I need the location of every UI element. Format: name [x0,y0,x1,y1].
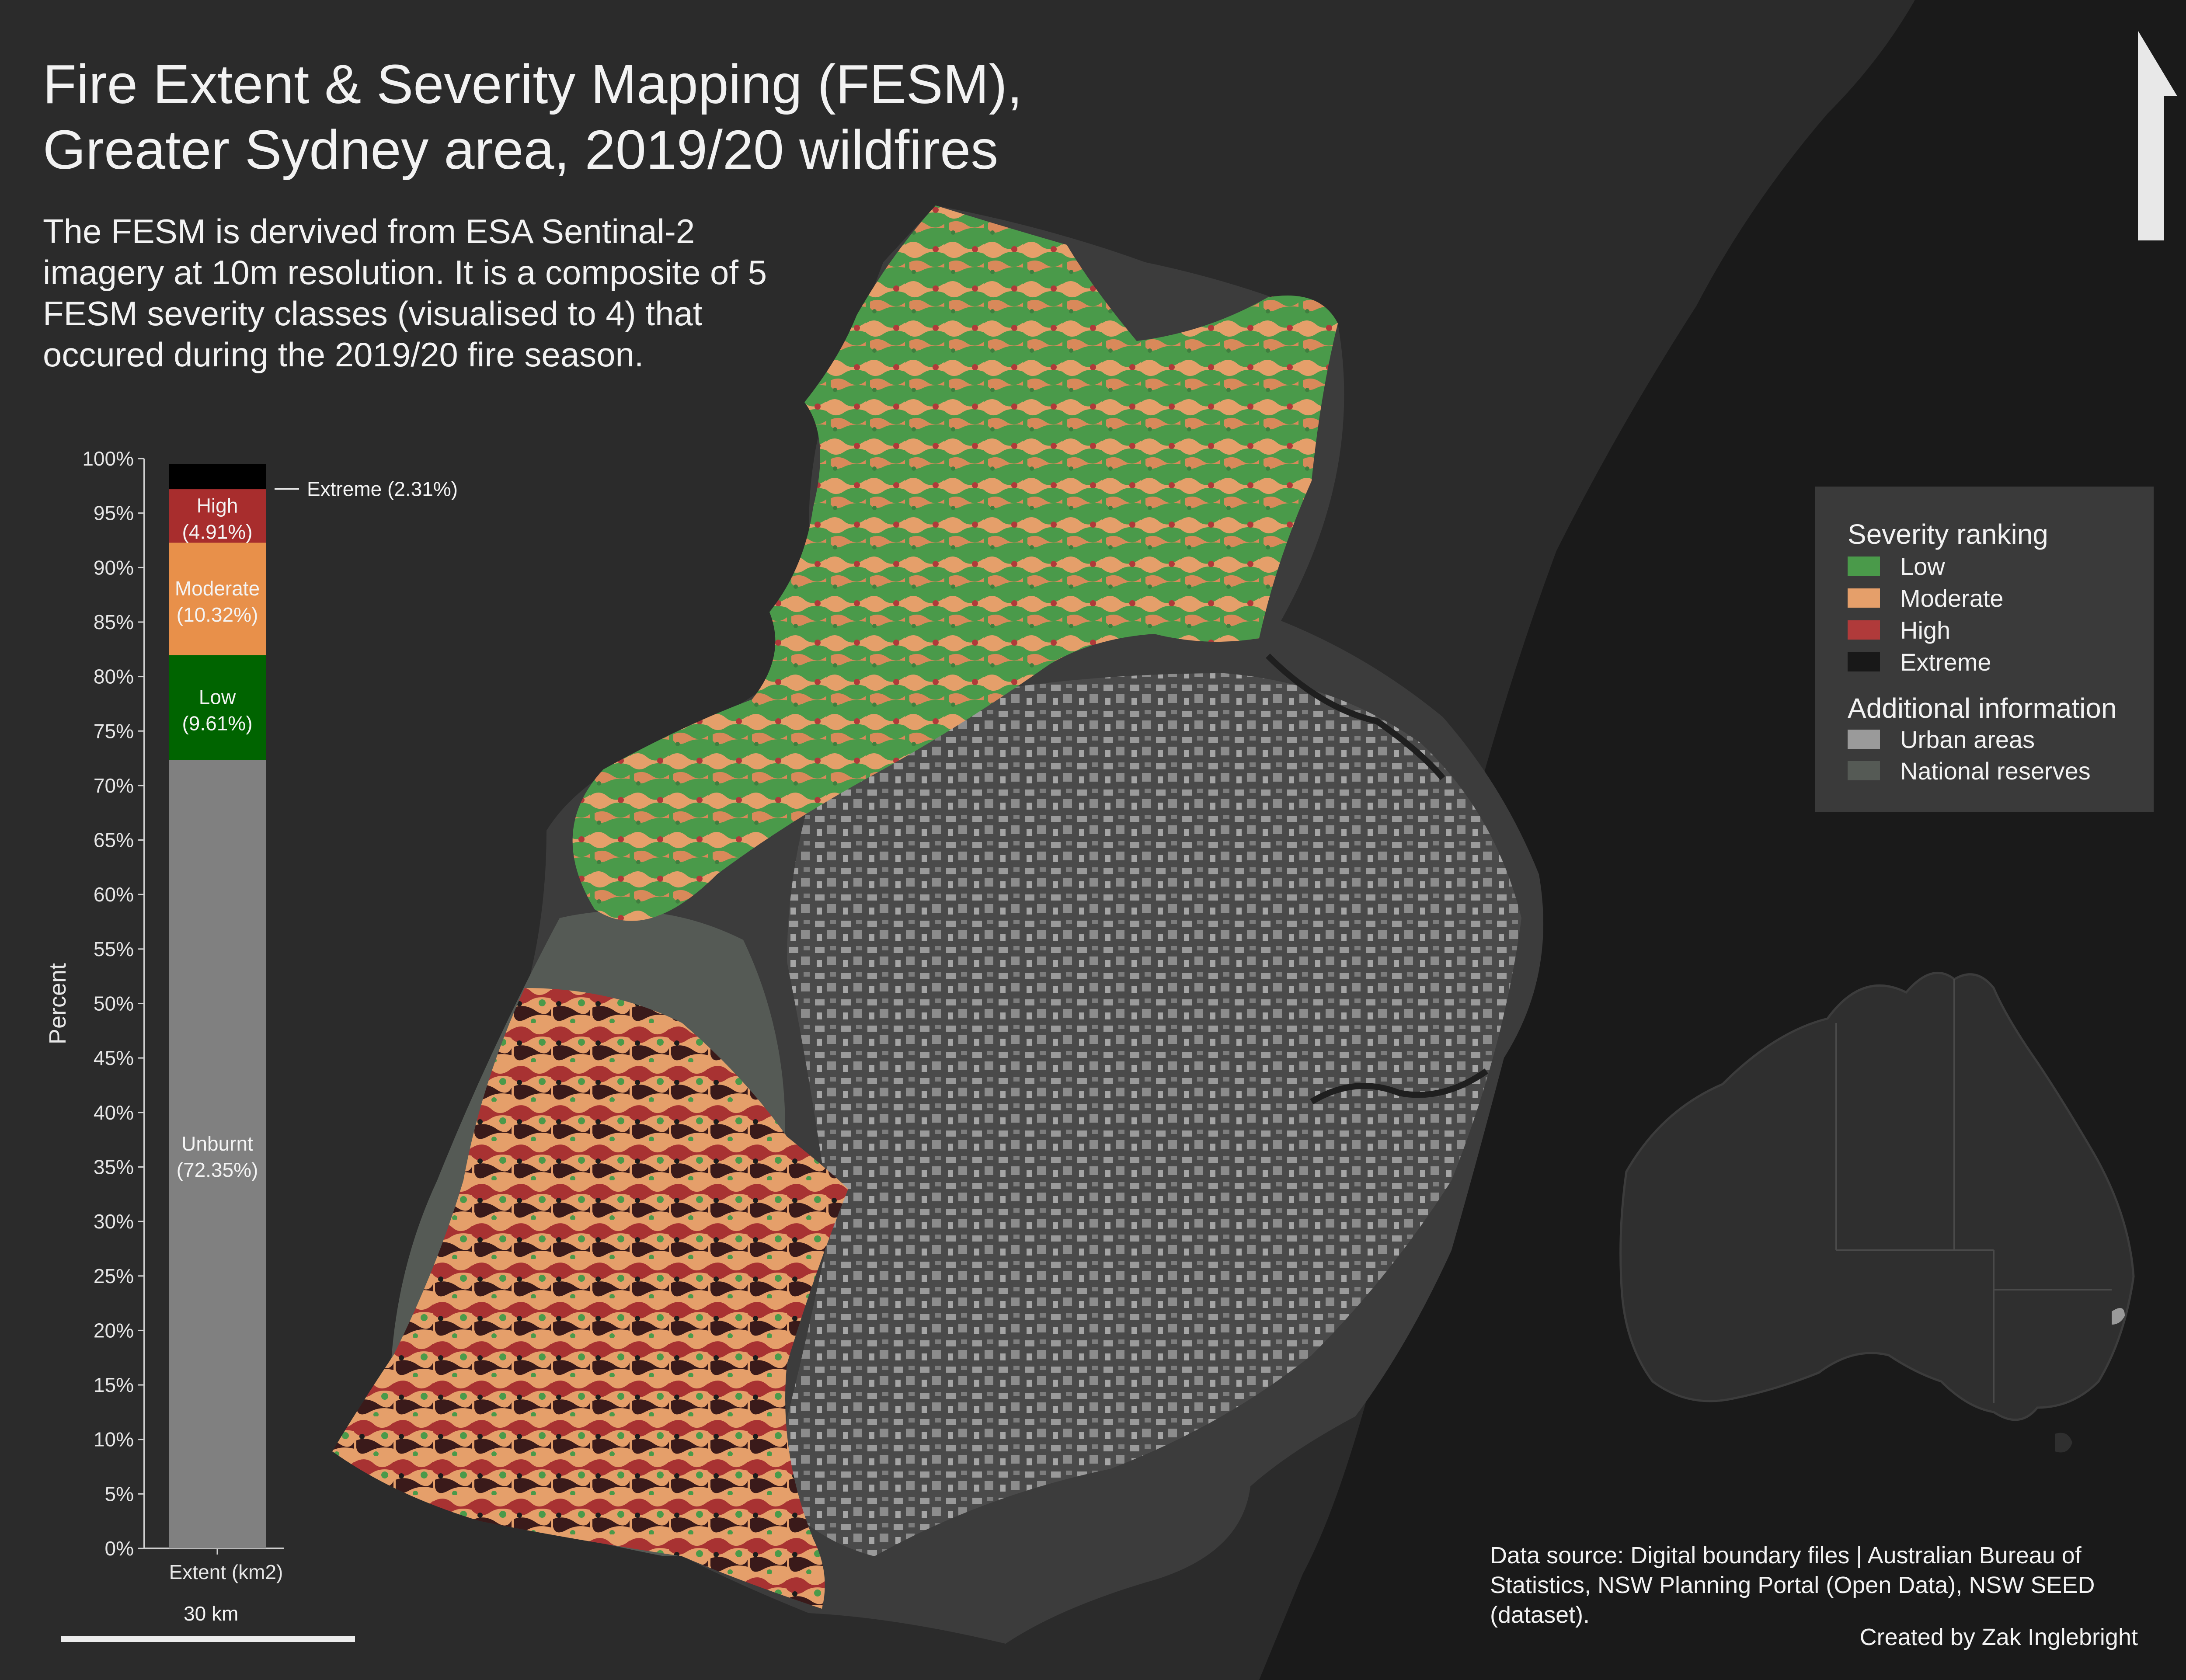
x-category-label: Extent (km2) [169,1561,283,1583]
y-tick-label: 0% [105,1537,134,1560]
y-tick-label: 15% [94,1374,134,1396]
description-line-3: FESM severity classes (visualised to 4) … [43,294,703,333]
legend-item-high: High [1848,616,1951,644]
legend-swatch-extreme [1848,652,1880,671]
bar-label-extreme: Extreme (2.31%) [307,477,458,500]
bar-segment-low [169,655,266,760]
legend-item-moderate: Moderate [1848,584,2004,612]
legend-label-low: Low [1900,552,1945,580]
y-tick-label: 50% [94,992,134,1015]
bar-segment-high [169,489,266,543]
bar-label-low: Low [199,686,236,709]
map-title-line-1: Fire Extent & Severity Mapping (FESM), [43,53,1023,115]
map-title-line-2: Greater Sydney area, 2019/20 wildfires [43,119,999,181]
y-tick-label: 65% [94,829,134,852]
y-axis-title: Percent [45,963,71,1044]
bar-label-high: High [197,494,238,517]
bar-label-unburnt: Unburnt [181,1132,253,1155]
y-tick-label: 55% [94,938,134,960]
y-tick-label: 85% [94,611,134,633]
map-title: Fire Extent & Severity Mapping (FESM), G… [43,52,1023,183]
legend-additional-heading: Additional information [1848,692,2117,724]
scale-bar [61,1636,355,1642]
data-source-note: Data source: Digital boundary files | Au… [1490,1542,2095,1628]
bar-value-label-unburnt: (72.35%) [177,1158,258,1181]
bar-label-moderate: Moderate [175,577,260,600]
y-tick-label: 25% [94,1265,134,1287]
description-line-2: imagery at 10m resolution. It is a compo… [43,253,767,292]
legend-swatch-reserves [1848,761,1880,780]
legend-swatch-moderate [1848,588,1880,608]
y-tick-label: 5% [105,1482,134,1505]
y-tick-label: 60% [94,883,134,906]
author-credit: Created by Zak Inglebright [1859,1624,2138,1650]
map-legend: Severity ranking Low Moderate High Extre… [1815,487,2154,812]
y-tick-label: 100% [82,447,134,470]
legend-swatch-high [1848,620,1880,640]
y-tick-label: 70% [94,774,134,797]
y-tick-label: 45% [94,1047,134,1069]
y-tick-label: 95% [94,502,134,525]
y-tick-label: 35% [94,1155,134,1178]
legend-severity-heading: Severity ranking [1848,518,2048,550]
bar-value-label-low: (9.61%) [182,712,252,735]
bar-segment-unburnt [169,760,266,1548]
bar-value-label-moderate: (10.32%) [177,603,258,626]
y-tick-label: 20% [94,1319,134,1342]
legend-label-moderate: Moderate [1900,584,2004,612]
y-tick-label: 75% [94,720,134,742]
bar-segment-extreme [169,464,266,490]
southern-burn-area [332,988,848,1609]
map-description: The FESM is dervived from ESA Sentinal-2… [43,211,830,375]
legend-swatch-low [1848,557,1880,576]
legend-label-high: High [1900,616,1951,644]
urban-areas [769,673,1521,1556]
northern-burn-area [572,205,1338,921]
description-line-4: occured during the 2019/20 fire season. [43,335,644,374]
north-arrow-icon [2138,31,2177,240]
legend-label-extreme: Extreme [1900,648,1991,676]
australia-inset-map [1619,972,2135,1453]
bar-value-label-high: (4.91%) [182,520,252,543]
legend-item-extreme: Extreme [1848,648,1991,676]
y-tick-label: 90% [94,556,134,579]
description-line-1: The FESM is dervived from ESA Sentinal-2 [43,212,695,250]
legend-item-urban: Urban areas [1848,725,2035,753]
scale-bar-label: 30 km [184,1602,239,1625]
bar-segment-moderate [169,543,266,655]
river [1266,654,1489,1105]
legend-item-reserves: National reserves [1848,757,2091,785]
legend-label-reserves: National reserves [1900,757,2091,785]
legend-label-urban: Urban areas [1900,725,2035,753]
y-tick-label: 30% [94,1210,134,1233]
legend-swatch-urban [1848,730,1880,749]
legend-item-low: Low [1848,552,1945,580]
y-tick-label: 80% [94,665,134,688]
y-tick-label: 40% [94,1101,134,1124]
y-tick-label: 10% [94,1428,134,1451]
